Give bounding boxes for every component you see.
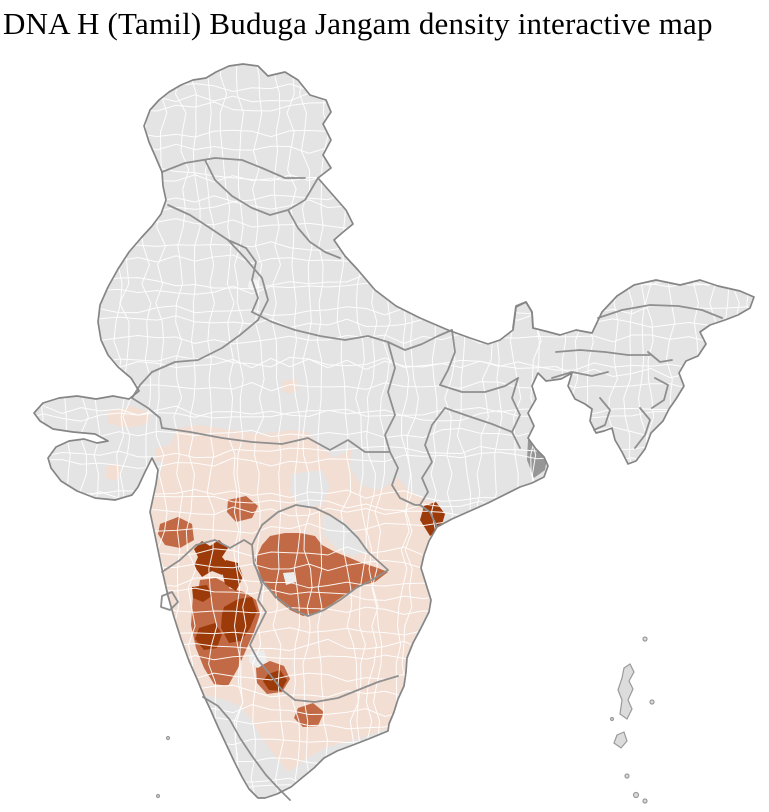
district-line	[34, 64, 754, 75]
district-line	[689, 64, 708, 798]
district-line	[34, 423, 754, 441]
state-boundary-line	[161, 157, 306, 179]
state-boundary-line	[593, 397, 611, 431]
andaman-island	[613, 731, 628, 749]
state-boundary-line	[251, 504, 389, 617]
district-line	[34, 100, 754, 117]
state-boundary-line	[160, 591, 179, 611]
state-boundary-line	[245, 247, 259, 313]
district-line	[34, 140, 754, 155]
page-title: DNA H (Tamil) Buduga Jangam density inte…	[3, 6, 713, 41]
region-high-interior-3[interactable]	[195, 623, 222, 650]
district-line	[34, 64, 46, 798]
district-line	[234, 64, 249, 798]
state-boundary-line	[419, 407, 446, 506]
district-line	[34, 218, 754, 242]
district-line	[34, 772, 754, 788]
region-low-gujarat-1[interactable]	[107, 406, 150, 428]
district-line	[34, 191, 754, 205]
state-boundary-line	[249, 564, 296, 701]
state-boundary-line	[151, 239, 269, 373]
district-line	[702, 64, 719, 798]
state-boundary-line	[161, 539, 253, 573]
state-boundary-line	[389, 451, 421, 506]
island-chains	[155, 636, 655, 804]
region-medium-telangana[interactable]	[255, 533, 388, 616]
state-boundary-line	[551, 371, 609, 379]
district-line	[250, 64, 265, 798]
small-island	[155, 793, 161, 799]
region-none-ne-wedge[interactable]	[322, 515, 368, 556]
state-boundary-line	[204, 159, 319, 216]
district-line	[271, 64, 285, 798]
district-line	[34, 161, 754, 184]
small-island	[609, 716, 615, 722]
state-boundary-line	[651, 377, 669, 409]
state-boundary-line	[251, 311, 453, 351]
state-boundary-line	[555, 349, 651, 356]
district-line	[34, 91, 754, 106]
small-island	[165, 735, 171, 741]
state-boundary-line	[131, 397, 163, 429]
district-line	[34, 305, 754, 319]
region-none-central-pocket[interactable]	[290, 470, 330, 508]
small-island	[624, 773, 630, 779]
district-line	[204, 64, 220, 798]
district-line	[34, 129, 754, 141]
state-boundary-line	[294, 675, 399, 703]
district-line	[34, 441, 754, 459]
district-line	[569, 64, 583, 798]
state-boundary-line	[444, 407, 513, 433]
state-boundary-line	[419, 504, 438, 528]
state-boundary-line	[647, 351, 673, 363]
region-high-interior-2[interactable]	[221, 597, 257, 643]
district-line	[219, 64, 244, 798]
district-line	[34, 192, 754, 218]
state-boundary-line	[161, 427, 391, 453]
district-line	[34, 734, 754, 753]
state-boundary-line	[597, 304, 723, 319]
country-outline	[33, 63, 755, 799]
district-line	[34, 783, 754, 796]
small-island	[632, 791, 640, 799]
district-line	[34, 787, 754, 798]
state-boundary-line	[439, 329, 456, 386]
district-line	[286, 64, 301, 798]
district-line	[547, 64, 569, 798]
state-boundary-line	[634, 407, 651, 449]
region-medium-northwest-karnataka[interactable]	[158, 517, 194, 548]
district-line	[729, 64, 743, 798]
region-high-interior-4[interactable]	[192, 585, 212, 602]
region-city-pocket-1[interactable]	[283, 572, 296, 585]
district-line	[299, 64, 313, 798]
district-line	[34, 716, 754, 731]
small-island	[642, 798, 648, 804]
state-boundary-line	[202, 696, 291, 801]
andaman-island	[617, 663, 635, 720]
district-line	[740, 64, 754, 798]
district-line	[715, 64, 733, 798]
district-line	[34, 379, 754, 392]
state-boundary-line	[439, 377, 519, 393]
small-island	[642, 636, 648, 642]
state-boundary-line	[167, 204, 247, 249]
small-island	[649, 699, 655, 705]
district-line	[661, 64, 679, 798]
district-line	[34, 750, 754, 767]
state-boundary-line	[287, 209, 341, 259]
district-line	[34, 357, 754, 372]
state-boundary-line	[384, 341, 396, 453]
district-line	[34, 80, 754, 92]
district-line	[34, 174, 754, 197]
state-boundary-line	[511, 377, 521, 449]
